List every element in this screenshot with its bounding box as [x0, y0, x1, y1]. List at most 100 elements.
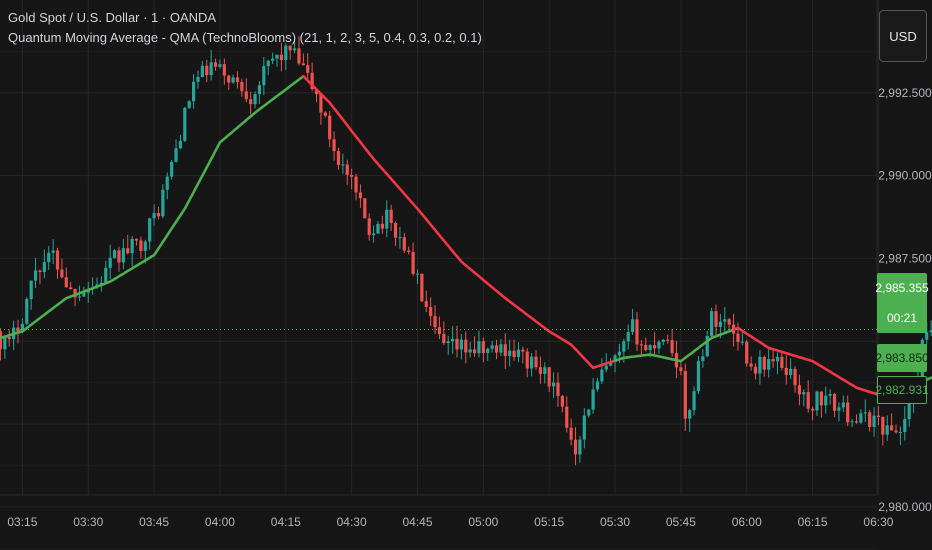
candle-up: [47, 252, 51, 263]
candle-down: [73, 289, 77, 298]
candle-up: [841, 402, 845, 408]
candle-up: [587, 409, 591, 416]
candle-down: [358, 192, 363, 199]
candle-down: [38, 270, 42, 273]
candle-down: [780, 356, 784, 368]
candle-up: [218, 64, 222, 67]
candle-up: [446, 341, 450, 344]
candle-down: [345, 164, 349, 175]
candle-down: [64, 277, 68, 288]
candle-up: [42, 262, 46, 273]
candle-down: [323, 112, 327, 116]
candle-down: [762, 356, 766, 370]
candle-up: [499, 344, 503, 353]
candle-up: [850, 421, 854, 423]
symbol-title[interactable]: Gold Spot / U.S. Dollar · 1 · OANDA: [8, 10, 217, 25]
candle-up: [341, 164, 345, 166]
candle-up: [775, 356, 780, 362]
candle-up: [284, 45, 288, 61]
qma-line-up: [0, 74, 305, 340]
x-tick-label: 06:00: [732, 515, 762, 529]
candle-down: [894, 430, 898, 433]
candle-down: [793, 368, 797, 386]
candle-down: [433, 316, 437, 328]
candle-up: [486, 348, 490, 354]
candle-down: [464, 339, 468, 353]
chart-legend: Gold Spot / U.S. Dollar · 1 · OANDA Quan…: [8, 8, 482, 48]
candle-up: [112, 250, 117, 258]
candle-down: [222, 64, 226, 76]
candle-down: [328, 115, 332, 140]
candle-up: [648, 345, 652, 351]
qma-line-up: [613, 328, 735, 363]
candle-up: [196, 77, 200, 82]
candle-down: [363, 198, 367, 219]
x-tick-label: 05:15: [534, 515, 564, 529]
candle-down: [7, 336, 11, 340]
candle-up: [262, 66, 266, 86]
candle-up: [231, 77, 235, 83]
candle-up: [187, 101, 191, 108]
candle-up: [705, 335, 709, 357]
candle-up: [929, 330, 932, 333]
x-tick-label: 04:45: [402, 515, 432, 529]
candle-down: [560, 396, 564, 407]
candle-down: [525, 351, 529, 369]
candle-down: [806, 392, 810, 409]
candle-down: [235, 77, 240, 83]
candle-up: [371, 233, 376, 236]
candle-down: [736, 333, 740, 342]
candle-down: [573, 439, 578, 455]
candle-down: [297, 48, 301, 64]
candle-up: [161, 189, 165, 217]
candle-up: [530, 356, 534, 369]
candle-down: [455, 338, 459, 350]
y-tick-label: 2,992.500: [878, 86, 932, 100]
candle-up: [183, 107, 187, 141]
candle-down: [244, 91, 248, 100]
x-tick-label: 05:45: [666, 515, 696, 529]
candle-up: [925, 332, 929, 340]
candle-down: [411, 251, 415, 274]
candle-up: [82, 292, 86, 297]
y-tick-label: 2,980.000: [878, 500, 932, 514]
candle-down: [60, 269, 64, 278]
candle-up: [591, 389, 595, 410]
candle-up: [551, 382, 556, 387]
currency-button[interactable]: USD: [879, 10, 927, 62]
candle-down: [714, 311, 718, 327]
candle-down: [797, 385, 802, 395]
candle-down: [16, 327, 20, 332]
candle-up: [872, 415, 876, 427]
candle-up: [622, 341, 626, 352]
candle-up: [885, 425, 889, 435]
candle-down: [336, 151, 341, 165]
candle-up: [253, 94, 257, 105]
candle-down: [771, 359, 775, 362]
candle-up: [758, 356, 762, 374]
candle-up: [459, 339, 463, 350]
candle-down: [424, 301, 428, 308]
candle-down: [666, 339, 670, 341]
candle-down: [679, 367, 683, 372]
candle-down: [55, 250, 60, 270]
candle-up: [508, 350, 512, 356]
candle-up: [837, 407, 841, 411]
candle-up: [29, 280, 33, 299]
candle-up: [898, 431, 902, 433]
candle-up: [582, 415, 586, 440]
qma-value-badge: 2,983.850: [875, 344, 929, 372]
candle-down: [134, 238, 139, 241]
candle-up: [191, 81, 196, 102]
candle-up: [104, 267, 108, 283]
candle-down: [556, 382, 560, 397]
candle-down: [534, 356, 538, 368]
candle-down: [868, 412, 872, 427]
candle-down: [407, 250, 411, 252]
indicator-title[interactable]: Quantum Moving Average - QMA (TechnoBloo…: [8, 30, 482, 45]
x-tick-label: 06:15: [798, 515, 828, 529]
x-tick-label: 05:00: [468, 515, 498, 529]
candle-down: [521, 349, 525, 352]
